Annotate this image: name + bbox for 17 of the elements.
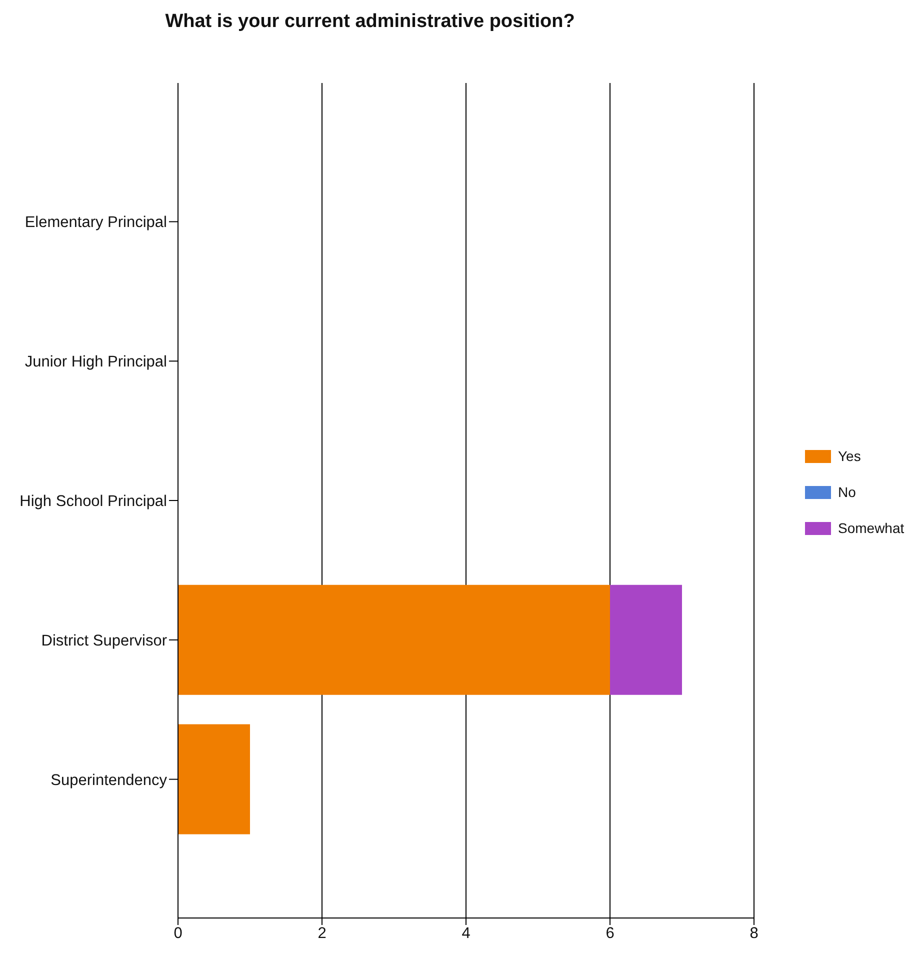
x-tick-label: 2 xyxy=(318,925,326,942)
bar xyxy=(610,584,682,695)
y-tick-label: District Supervisor xyxy=(41,632,167,650)
y-tick-label: Elementary Principal xyxy=(24,214,167,232)
chart-title: What is your current administrative position? xyxy=(164,11,576,33)
bar xyxy=(178,724,250,834)
x-tick-label: 6 xyxy=(606,925,614,942)
x-tick-label: 8 xyxy=(750,925,758,942)
y-tick-label: Junior High Principal xyxy=(24,354,167,371)
legend-label: No xyxy=(838,484,856,500)
bar xyxy=(178,584,610,695)
legend-label: Somewhat xyxy=(838,520,904,536)
y-tick-label: High School Principal xyxy=(20,493,167,510)
legend-label: Yes xyxy=(838,448,861,464)
x-tick-label: 4 xyxy=(462,925,471,942)
y-tick-label: Superintendency xyxy=(50,772,168,789)
x-tick-label: 0 xyxy=(174,925,183,942)
